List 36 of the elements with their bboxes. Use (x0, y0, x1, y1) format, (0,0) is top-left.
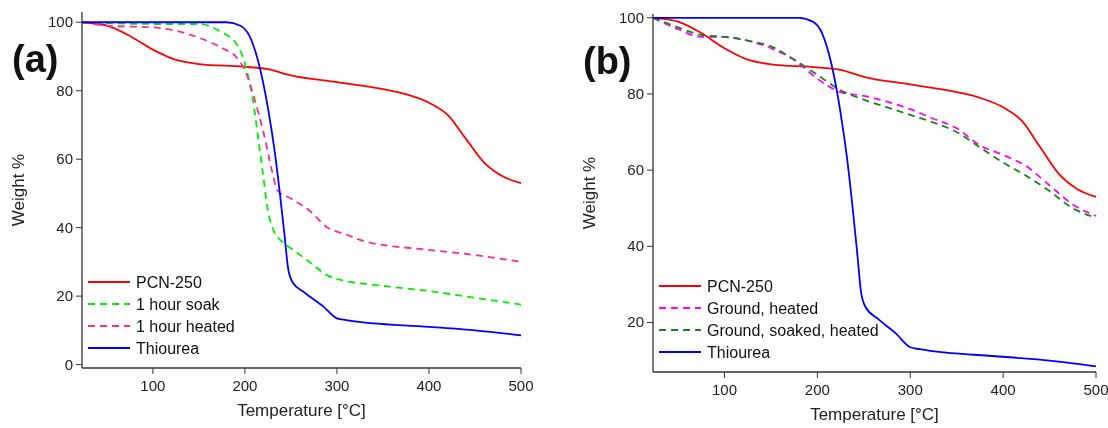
y-tick-label: 60 (56, 150, 73, 168)
x-tick-label: 400 (990, 381, 1016, 398)
x-tick-label: 300 (324, 377, 350, 394)
y-axis-title: Weight % (580, 156, 599, 230)
legend-label: 1 hour heated (136, 318, 235, 335)
x-tick-label: 500 (1083, 381, 1108, 398)
y-tick-label: 80 (627, 84, 644, 102)
y-tick-label: 40 (56, 218, 73, 236)
legend-label: PCN-250 (136, 274, 202, 291)
x-tick-label: 300 (897, 381, 923, 398)
y-tick-label: 40 (627, 237, 644, 255)
y-axis-title: Weight % (9, 153, 28, 227)
x-tick-label: 200 (232, 377, 258, 394)
legend-label: Thiourea (707, 344, 771, 361)
x-axis-title: Temperature [°C] (237, 401, 366, 420)
x-tick-label: 100 (712, 381, 738, 398)
y-tick-label: 60 (627, 161, 644, 179)
x-tick-label: 200 (804, 381, 830, 398)
y-tick-label: 80 (56, 81, 73, 99)
y-tick-label: 20 (56, 287, 73, 305)
line-series (652, 16, 1097, 368)
y-tick-label: 0 (64, 355, 73, 373)
x-tick-label: 100 (140, 377, 166, 394)
y-tick-label: 20 (627, 313, 644, 331)
x-tick-label: 400 (416, 377, 442, 394)
y-tick-label: 100 (618, 8, 644, 26)
text: (b) (583, 40, 632, 82)
legend-label: Thiourea (136, 340, 200, 357)
legend-label: PCN-250 (707, 278, 773, 295)
legend-label: 1 hour soak (136, 296, 221, 313)
legend-label: Ground, soaked, heated (707, 322, 879, 339)
x-axis-title: Temperature [°C] (810, 405, 939, 424)
x-tick-label: 500 (508, 377, 534, 394)
text: (a) (12, 38, 59, 80)
legend-label: Ground, heated (707, 300, 819, 317)
y-tick-label: 100 (47, 13, 73, 31)
